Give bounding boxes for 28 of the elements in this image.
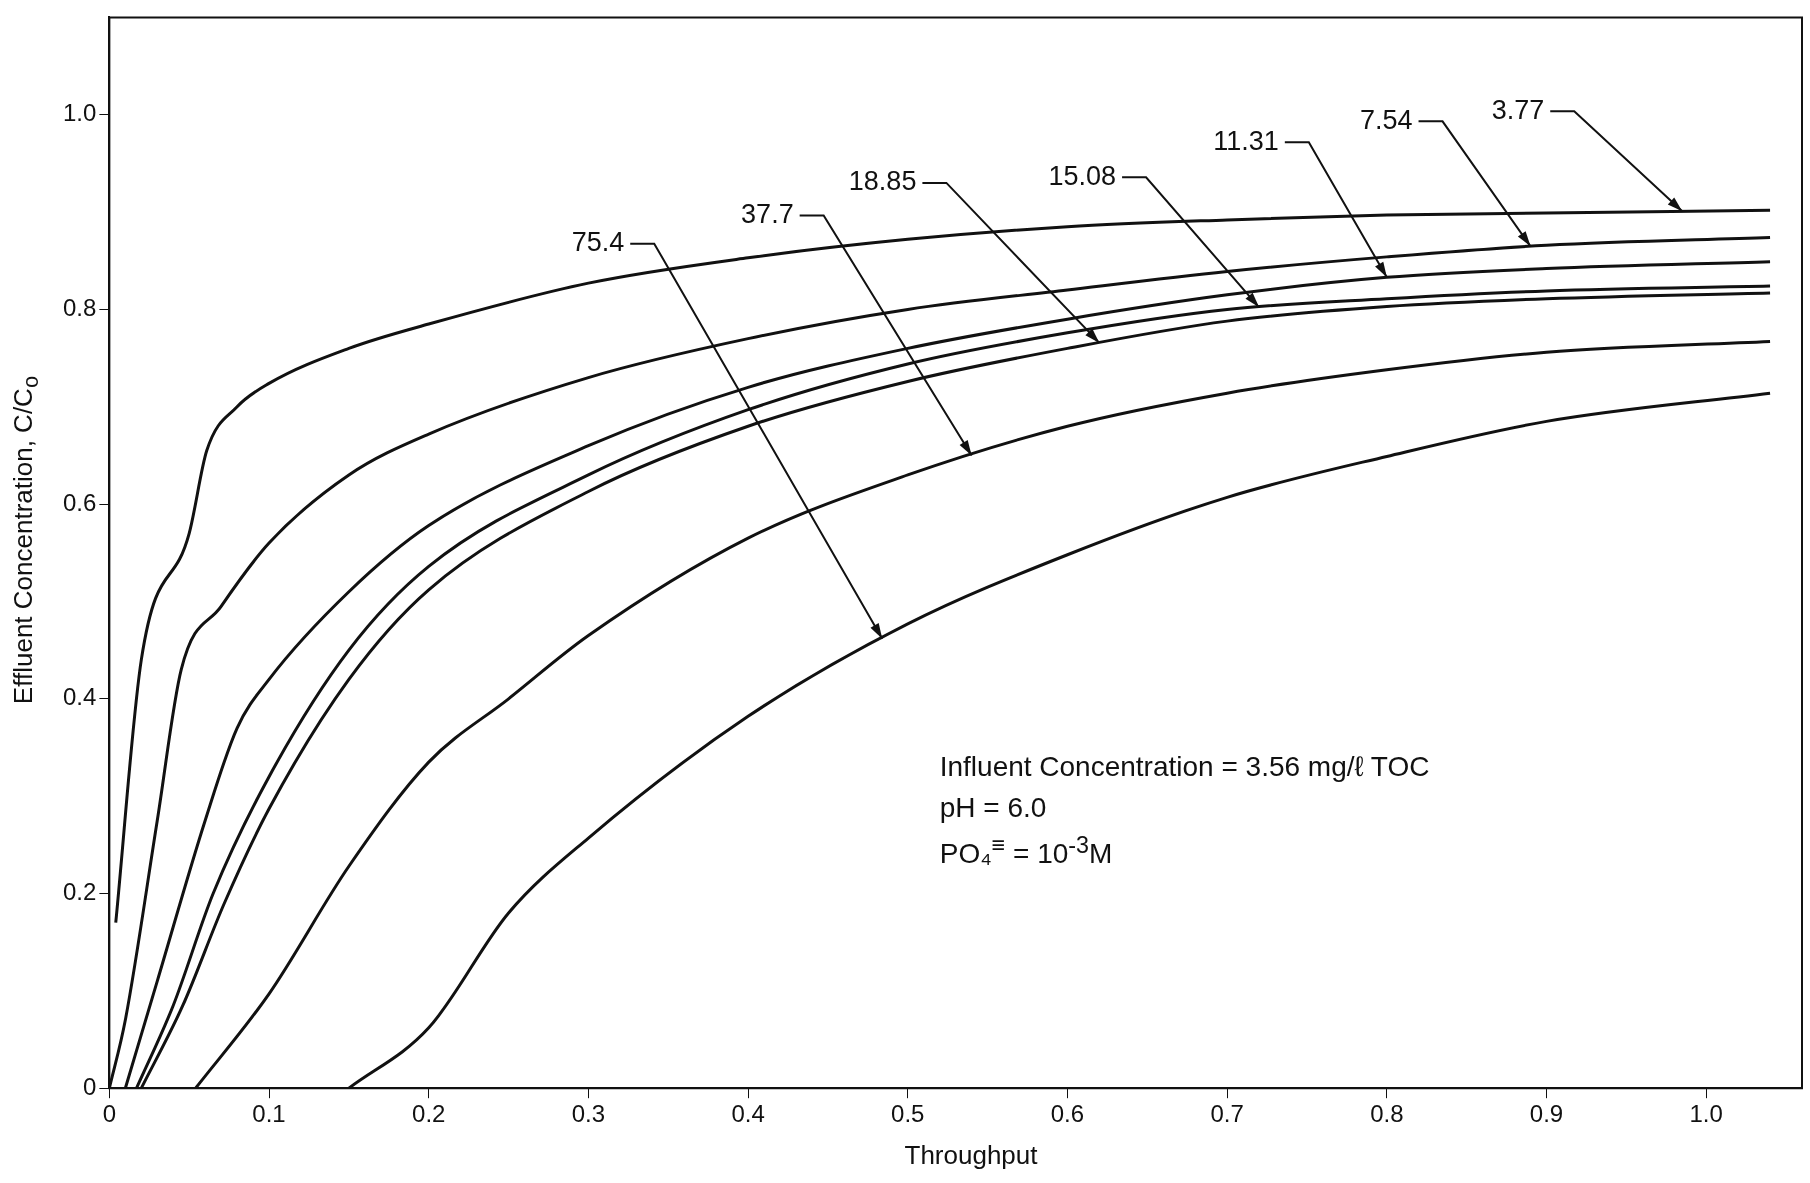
x-tick-label: 0.3 — [571, 1100, 606, 1128]
annotation: PO₄$^{≡}$ = 10$^{-3}$M — [939, 830, 1114, 871]
text: 7.54 — [1359, 104, 1413, 135]
x-tick-label: 0.7 — [1210, 1100, 1244, 1128]
x-tick-label: 0 — [102, 1100, 117, 1128]
text: 18.85 — [848, 166, 917, 197]
x-tick-label: 0.2 — [412, 1100, 446, 1128]
x-tick-label: 0.9 — [1529, 1100, 1564, 1128]
text: 3.77 — [1491, 94, 1545, 125]
x-tick-label: 0.1 — [252, 1100, 286, 1128]
y-tick-label: 0.2 — [62, 878, 97, 906]
x-tick-label: 0.4 — [731, 1100, 765, 1128]
y-tick-label: 0.6 — [62, 488, 97, 516]
annotation: Influent Concentration = 3.56 mg/ℓ TOC — [939, 750, 1430, 785]
text: 11.31 — [1213, 125, 1279, 156]
text: 75.4 — [571, 227, 625, 258]
x-axis-title: Throughput — [903, 1140, 1039, 1171]
y-tick-label: 0 — [83, 1072, 97, 1100]
x-tick-label: 1.0 — [1689, 1100, 1723, 1128]
x-tick-label: 0.8 — [1370, 1100, 1404, 1128]
text: 15.08 — [1048, 160, 1117, 191]
x-tick-label: 0.6 — [1050, 1100, 1085, 1128]
x-tick-label: 0.5 — [891, 1100, 925, 1128]
text: 37.7 — [741, 198, 794, 229]
y-tick-label: 1.0 — [62, 99, 97, 127]
y-tick-label: 0.4 — [62, 683, 97, 711]
annotation: pH = 6.0 — [939, 791, 1048, 826]
y-tick-label: 0.8 — [62, 294, 97, 322]
